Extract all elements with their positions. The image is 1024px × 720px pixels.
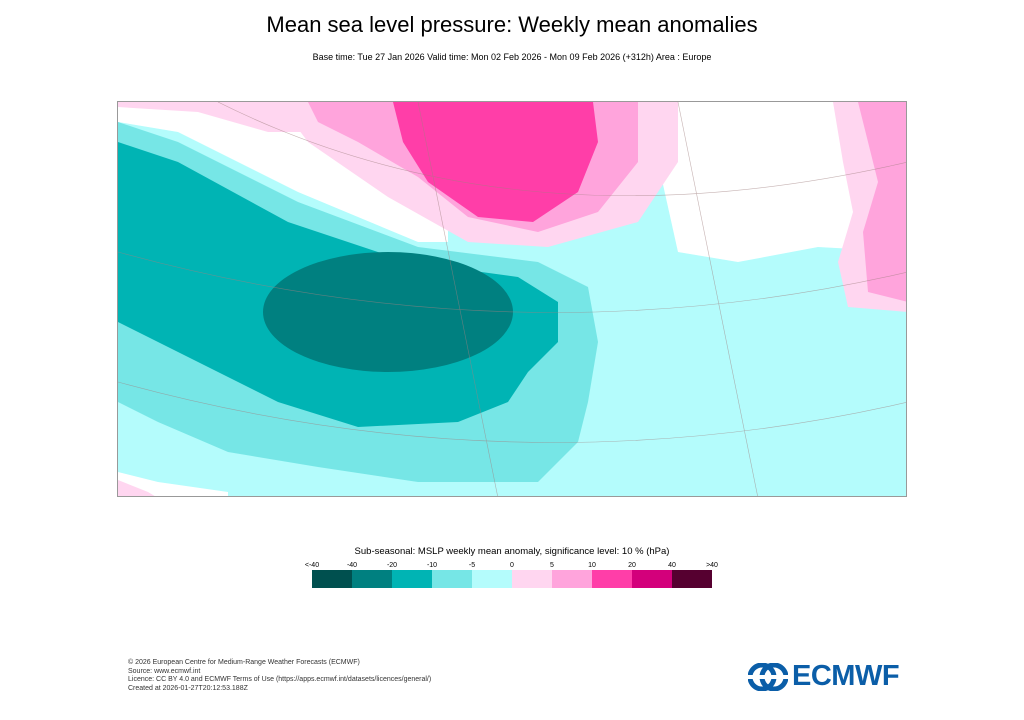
white-sw-corner [118, 472, 228, 496]
legend-tick: 0 [510, 562, 514, 569]
page-title: Mean sea level pressure: Weekly mean ano… [266, 12, 758, 37]
colorbar-swatch [352, 570, 392, 588]
legend-ticks: <-40 -40 -20 -10 -5 0 5 10 20 40 >40 [305, 562, 718, 572]
colorbar-swatch [672, 570, 712, 588]
legend-tick: 40 [668, 562, 676, 569]
legend-tick: 20 [628, 562, 636, 569]
subtitle: Base time: Tue 27 Jan 2026 Valid time: M… [312, 52, 712, 62]
colorbar [312, 570, 712, 588]
legend-tick: -10 [426, 562, 438, 569]
colorbar-swatch [472, 570, 512, 588]
graticule [118, 102, 906, 496]
colorbar-swatch [632, 570, 672, 588]
legend-title: Sub-seasonal: MSLP weekly mean anomaly, … [354, 546, 670, 557]
legend-tick: -40 [346, 562, 358, 569]
source: Source: www.ecmwf.int [128, 667, 201, 675]
created-at: Created at 2026-01-27T20:12:53.188Z [128, 684, 248, 692]
teal-strong [263, 252, 513, 372]
colorbar-swatch [592, 570, 632, 588]
colorbar-swatch [432, 570, 472, 588]
legend-tick: 10 [588, 562, 596, 569]
ecmwf-logo-text: ECMWF [792, 660, 900, 692]
colorbar-swatch [312, 570, 352, 588]
legend-tick: -5 [468, 562, 476, 569]
ecmwf-logo-icon [748, 662, 788, 691]
legend-tick: -20 [386, 562, 398, 569]
copyright: © 2026 European Centre for Medium-Range … [128, 659, 360, 666]
pink-medium-east [858, 102, 906, 302]
pink-sw-corner [118, 480, 155, 496]
legend-tick: 5 [550, 562, 554, 569]
anomaly-map [117, 101, 907, 497]
colorbar-swatch [392, 570, 432, 588]
pink-strong-north [393, 102, 598, 222]
colorbar-swatch [552, 570, 592, 588]
licence: Licence: CC BY 4.0 and ECMWF Terms of Us… [128, 676, 432, 683]
legend-tick: >40 [706, 562, 718, 569]
legend-tick: <-40 [304, 562, 320, 569]
footer: © 2026 European Centre for Medium-Range … [128, 659, 431, 693]
ecmwf-logo: ECMWF [748, 660, 900, 693]
colorbar-swatch [512, 570, 552, 588]
map-field [118, 102, 906, 496]
